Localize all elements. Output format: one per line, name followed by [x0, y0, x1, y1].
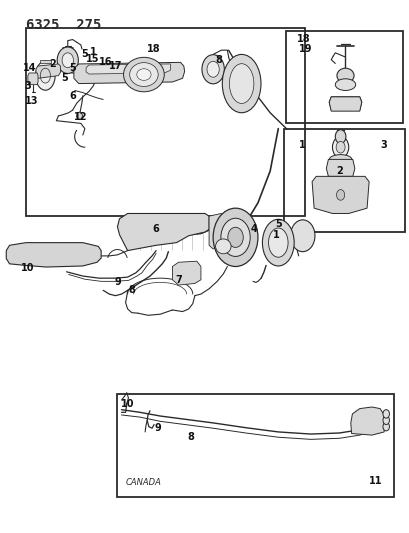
Text: 1: 1 — [90, 47, 96, 56]
Text: 8: 8 — [128, 285, 135, 295]
Ellipse shape — [129, 63, 158, 86]
Polygon shape — [117, 214, 209, 251]
Text: 8: 8 — [215, 55, 222, 64]
Text: 5: 5 — [81, 50, 88, 59]
Text: 6: 6 — [69, 91, 76, 101]
Ellipse shape — [207, 61, 219, 77]
Ellipse shape — [335, 79, 355, 91]
Circle shape — [76, 112, 82, 119]
Text: 10: 10 — [21, 263, 34, 272]
Circle shape — [382, 422, 389, 431]
Polygon shape — [40, 60, 51, 63]
Text: 18: 18 — [296, 34, 310, 44]
Circle shape — [336, 190, 344, 200]
Bar — [286, 30, 402, 123]
Ellipse shape — [213, 208, 257, 266]
Bar — [284, 128, 404, 232]
Ellipse shape — [335, 141, 344, 153]
Ellipse shape — [123, 58, 164, 92]
Polygon shape — [74, 62, 184, 84]
Circle shape — [382, 416, 389, 424]
Polygon shape — [328, 97, 361, 111]
Text: 6: 6 — [153, 224, 159, 235]
Ellipse shape — [215, 239, 231, 254]
Polygon shape — [326, 159, 354, 176]
Text: 8: 8 — [187, 432, 194, 442]
Text: CANADA: CANADA — [125, 478, 161, 487]
Text: 16: 16 — [98, 58, 112, 67]
Text: 3: 3 — [380, 140, 387, 150]
Text: 9: 9 — [155, 423, 161, 433]
Text: 15: 15 — [86, 54, 99, 63]
Bar — [117, 394, 393, 497]
Text: 6325  275: 6325 275 — [26, 18, 101, 33]
Text: 3: 3 — [25, 81, 31, 91]
Text: 19: 19 — [299, 44, 312, 54]
Text: 1: 1 — [299, 140, 306, 150]
Polygon shape — [86, 64, 170, 74]
Polygon shape — [36, 64, 60, 78]
Text: 1: 1 — [272, 230, 279, 240]
Ellipse shape — [137, 69, 151, 80]
Ellipse shape — [57, 47, 78, 74]
Polygon shape — [28, 73, 38, 85]
Text: 17: 17 — [108, 61, 122, 71]
Text: 5: 5 — [274, 219, 281, 229]
Text: 11: 11 — [369, 477, 382, 486]
Text: 2: 2 — [335, 166, 342, 176]
Text: 9: 9 — [114, 277, 121, 287]
Ellipse shape — [328, 155, 351, 164]
Text: 5: 5 — [61, 73, 68, 83]
Polygon shape — [311, 176, 368, 214]
Ellipse shape — [222, 54, 261, 113]
Polygon shape — [350, 407, 383, 435]
Ellipse shape — [268, 228, 288, 257]
Ellipse shape — [336, 68, 353, 83]
Polygon shape — [328, 97, 361, 110]
Text: 7: 7 — [175, 274, 182, 285]
Text: 12: 12 — [74, 112, 88, 122]
Polygon shape — [209, 214, 223, 249]
Text: 18: 18 — [147, 44, 160, 54]
Ellipse shape — [220, 218, 249, 256]
Ellipse shape — [62, 53, 73, 68]
Ellipse shape — [262, 219, 294, 266]
Polygon shape — [172, 261, 200, 285]
Circle shape — [335, 130, 345, 143]
Bar — [26, 28, 304, 216]
Ellipse shape — [229, 63, 253, 103]
Text: 13: 13 — [25, 96, 38, 106]
Text: 14: 14 — [23, 63, 36, 72]
Polygon shape — [6, 243, 101, 267]
Ellipse shape — [202, 55, 224, 84]
Circle shape — [382, 410, 389, 418]
Text: 10: 10 — [121, 399, 134, 409]
Ellipse shape — [290, 220, 314, 252]
Ellipse shape — [332, 136, 348, 158]
Ellipse shape — [36, 61, 55, 90]
Text: 2: 2 — [49, 59, 56, 69]
Text: 4: 4 — [250, 224, 256, 235]
Ellipse shape — [227, 227, 243, 247]
Text: 5: 5 — [69, 63, 76, 72]
